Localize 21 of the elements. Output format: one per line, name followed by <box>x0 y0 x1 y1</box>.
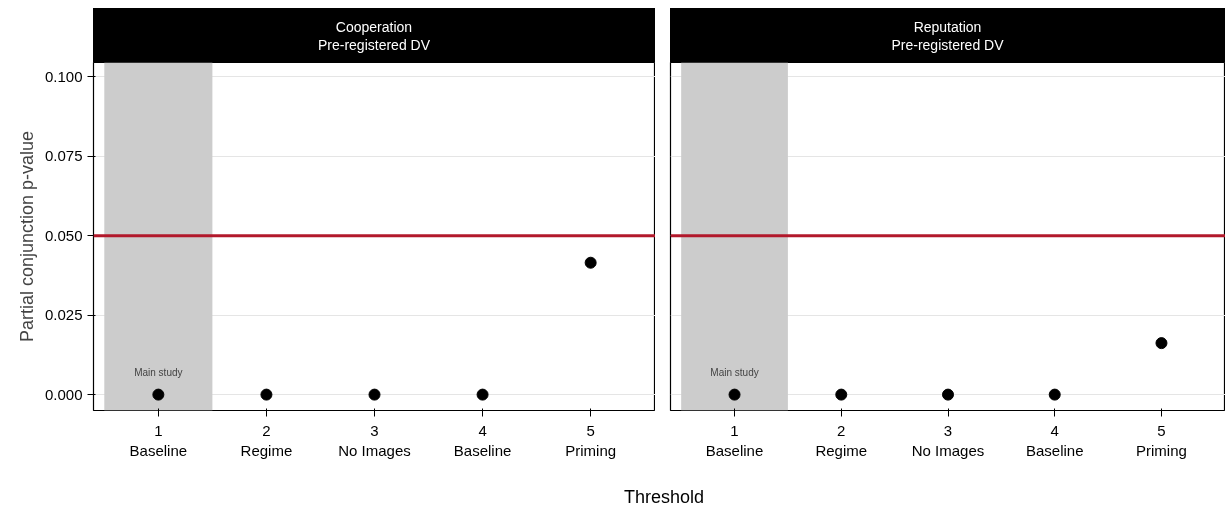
x-tick-label: 4 Baseline <box>1025 421 1084 459</box>
x-tick-label: 5 Priming <box>565 421 617 459</box>
annotation: Main study <box>134 367 183 378</box>
chart-title: Reputation Pre-registered DV <box>891 18 1004 54</box>
x-tick-label: 3 No Images <box>911 421 985 459</box>
y-tick-label: 0.050 <box>44 226 83 244</box>
x-tick-label: 1 Baseline <box>705 421 764 459</box>
chart-title: Cooperation Pre-registered DV <box>317 18 431 54</box>
y-tick-label: 0.075 <box>44 147 83 165</box>
x-tick-label: 1 Baseline <box>129 421 188 459</box>
x-tick-label: 5 Priming <box>1136 421 1187 459</box>
y-tick-label: 0.000 <box>44 385 83 403</box>
x-axis-title: Threshold <box>623 486 705 509</box>
x-tick-label: 3 No Images <box>338 421 411 459</box>
x-tick-label: 4 Baseline <box>453 421 512 459</box>
y-tick-label: 0.100 <box>44 67 83 85</box>
x-tick-label: 2 Regime <box>815 421 868 459</box>
annotation: Main study <box>710 367 759 378</box>
y-tick-label: 0.025 <box>44 306 83 324</box>
x-tick-label: 2 Regime <box>240 421 293 459</box>
y-axis-title: Partial conjunction p-value <box>16 130 37 343</box>
